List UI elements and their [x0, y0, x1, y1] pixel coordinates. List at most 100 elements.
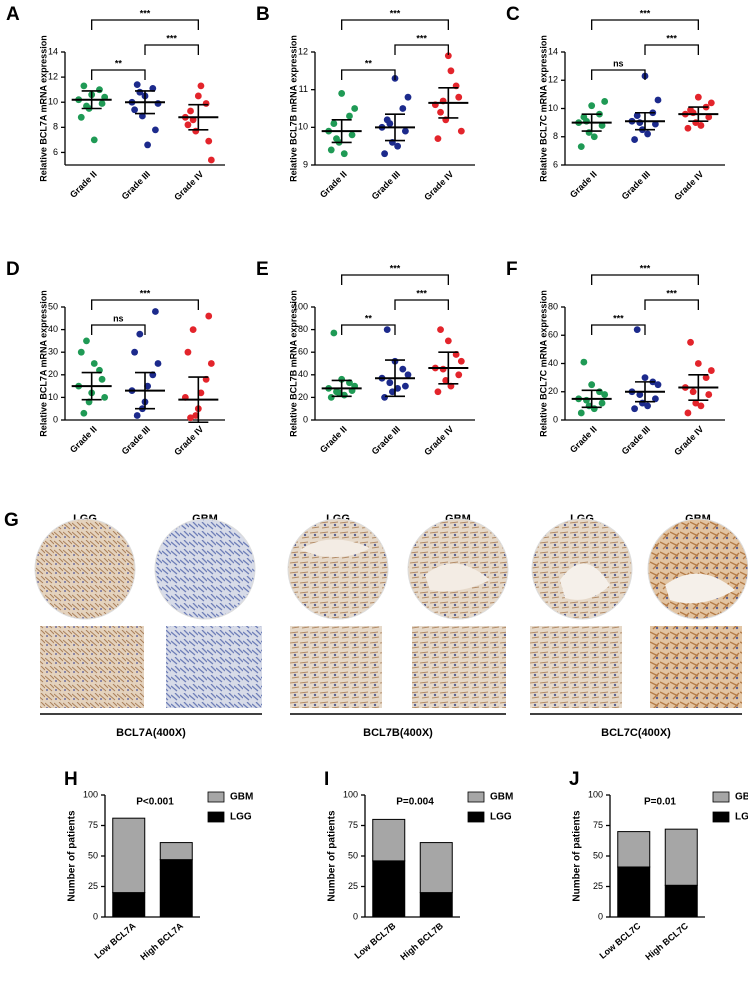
legend-swatch	[712, 791, 730, 803]
tissue-gap	[300, 539, 370, 557]
x-tick-label: Grade II	[318, 424, 349, 455]
data-point	[389, 388, 396, 396]
bar-segment	[372, 818, 406, 862]
significance-label: ***	[390, 8, 401, 18]
data-point	[404, 93, 412, 101]
data-point	[144, 382, 152, 390]
data-point	[80, 82, 88, 90]
sd-bar	[688, 374, 709, 402]
data-point	[455, 371, 463, 379]
x-tick-label: Grade II	[568, 169, 599, 200]
data-point	[404, 371, 412, 379]
tissue-core	[287, 518, 389, 620]
tissue-core	[34, 518, 136, 620]
data-point	[77, 348, 85, 356]
data-point	[633, 112, 641, 119]
data-point	[327, 394, 335, 401]
y-axis-label: Relative BCL7C mRNA expression	[538, 35, 548, 182]
annotation: P<0.001	[136, 797, 174, 808]
significance-bracket	[144, 44, 199, 55]
data-point	[197, 82, 205, 90]
y-tick-label: 12	[298, 46, 308, 56]
significance-bracket	[644, 44, 699, 55]
tissue-gap	[425, 563, 490, 592]
significance-label: **	[115, 58, 123, 68]
bar-segment	[372, 860, 406, 918]
y-tick-label: 9	[303, 159, 308, 169]
y-axis-label: Relative BCL7A mRNA expression	[38, 290, 48, 436]
x-tick-label: Grade III	[370, 169, 403, 202]
y-tick-label: 25	[593, 881, 603, 891]
y-tick-label: 20	[548, 386, 558, 396]
data-point	[631, 136, 638, 143]
data-point	[386, 120, 394, 127]
significance-bracket	[341, 19, 449, 30]
y-tick-label: 40	[48, 324, 58, 334]
marker-label: BCL7B(400X)	[363, 727, 433, 739]
data-point	[707, 367, 715, 374]
x-tick-label: Grade IV	[672, 424, 705, 457]
significance-bracket	[341, 324, 396, 335]
x-tick-label: Grade III	[370, 424, 403, 457]
data-point	[207, 156, 215, 164]
y-tick-label: 25	[88, 881, 98, 891]
significance-bracket	[91, 19, 199, 30]
data-point	[684, 124, 692, 132]
data-point	[641, 374, 649, 382]
data-point	[580, 358, 588, 366]
y-axis-label: Relative BCL7C mRNA expression	[538, 290, 548, 437]
sd-bar	[438, 351, 459, 385]
data-point	[98, 375, 106, 383]
data-point	[338, 90, 346, 97]
panel-letter: B	[256, 4, 270, 25]
tissue-field	[412, 626, 506, 708]
data-point	[636, 391, 644, 398]
data-point	[133, 412, 141, 419]
significance-label: ***	[416, 33, 427, 43]
data-point	[577, 409, 585, 417]
data-point	[98, 100, 106, 107]
y-axis-label: Relative BCL7B mRNA expression	[288, 35, 298, 182]
significance-bracket	[591, 19, 699, 30]
data-point	[689, 388, 697, 396]
legend-swatch	[467, 811, 485, 823]
data-point	[187, 107, 194, 115]
data-point	[590, 133, 598, 141]
x-tick-label: Grade III	[120, 169, 153, 202]
bar-segment	[112, 892, 146, 918]
tissue-field	[166, 626, 262, 708]
y-tick-label: 50	[48, 301, 58, 311]
data-point	[348, 131, 356, 139]
significance-label: ***	[613, 313, 624, 323]
legend-label: GBM	[230, 792, 253, 803]
x-tick-label: High BCL7C	[643, 920, 690, 962]
data-point	[684, 409, 692, 417]
x-tick-label: Grade III	[620, 424, 653, 457]
legend-swatch	[207, 811, 225, 823]
panel-letter: C	[506, 4, 520, 25]
x-tick-label: Grade II	[68, 169, 99, 200]
y-tick-label: 75	[593, 820, 603, 830]
data-point	[437, 108, 444, 116]
data-point	[189, 326, 197, 333]
y-tick-label: 12	[548, 75, 558, 85]
data-point	[652, 120, 659, 128]
sd-bar	[81, 90, 102, 110]
data-point	[457, 357, 465, 365]
data-point	[333, 388, 340, 396]
sd-bar	[135, 371, 155, 410]
data-point	[598, 399, 606, 407]
significance-label: ***	[416, 288, 427, 298]
data-point	[194, 92, 202, 100]
data-point	[442, 377, 450, 384]
data-point	[207, 360, 215, 367]
data-point	[381, 150, 388, 158]
data-point	[154, 360, 162, 367]
significance-label: ***	[166, 33, 177, 43]
data-point	[601, 391, 609, 398]
y-tick-label: 30	[48, 347, 58, 357]
legend-label: LGG	[735, 812, 748, 823]
y-tick-label: 50	[348, 850, 358, 860]
y-tick-label: 8	[553, 131, 558, 141]
data-point	[577, 143, 585, 151]
